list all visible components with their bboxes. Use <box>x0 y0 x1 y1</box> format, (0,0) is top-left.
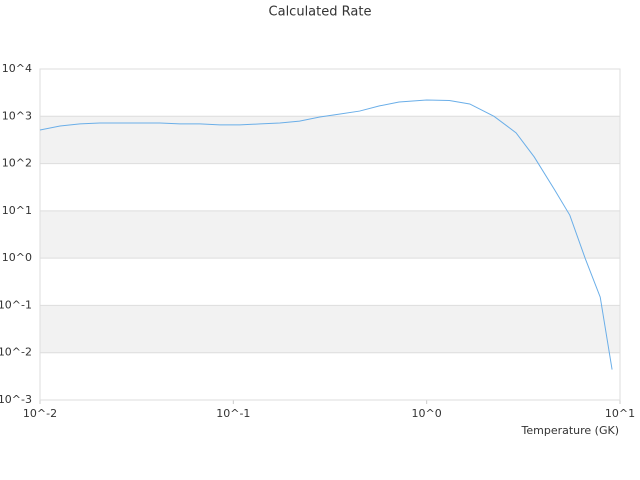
line <box>39 99 613 370</box>
plot-frame <box>39 68 621 401</box>
x-axis-label: Temperature (GK) <box>521 424 620 437</box>
x-tick-label: 10^-1 <box>216 407 250 420</box>
grid-band <box>40 305 620 353</box>
chart-title: Calculated Rate <box>269 5 372 20</box>
y-tick-label: 10^-3 <box>0 393 32 406</box>
y-tick-label: 10^-1 <box>0 298 32 311</box>
y-tick-label: 10^-2 <box>0 346 32 359</box>
y-tick-label: 10^3 <box>2 109 32 122</box>
x-tick-label: 10^-2 <box>23 407 57 420</box>
y-tick-label: 10^4 <box>2 62 32 75</box>
y-tick-label: 10^1 <box>2 204 32 217</box>
grid-band <box>40 116 620 164</box>
y-tick-label: 10^0 <box>2 251 32 264</box>
grid-band <box>40 210 620 259</box>
x-tick-label: 10^0 <box>412 407 442 420</box>
x-tick-label: 10^1 <box>605 407 635 420</box>
y-tick-label: 10^2 <box>2 157 32 170</box>
